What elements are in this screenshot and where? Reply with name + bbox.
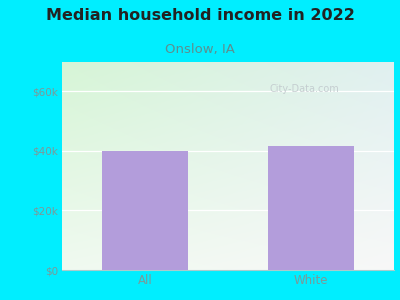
Bar bbox=[102, 151, 188, 270]
Text: City-Data.com: City-Data.com bbox=[270, 84, 339, 94]
Bar bbox=[268, 146, 354, 270]
Text: Onslow, IA: Onslow, IA bbox=[165, 44, 235, 56]
Text: Median household income in 2022: Median household income in 2022 bbox=[46, 8, 354, 22]
